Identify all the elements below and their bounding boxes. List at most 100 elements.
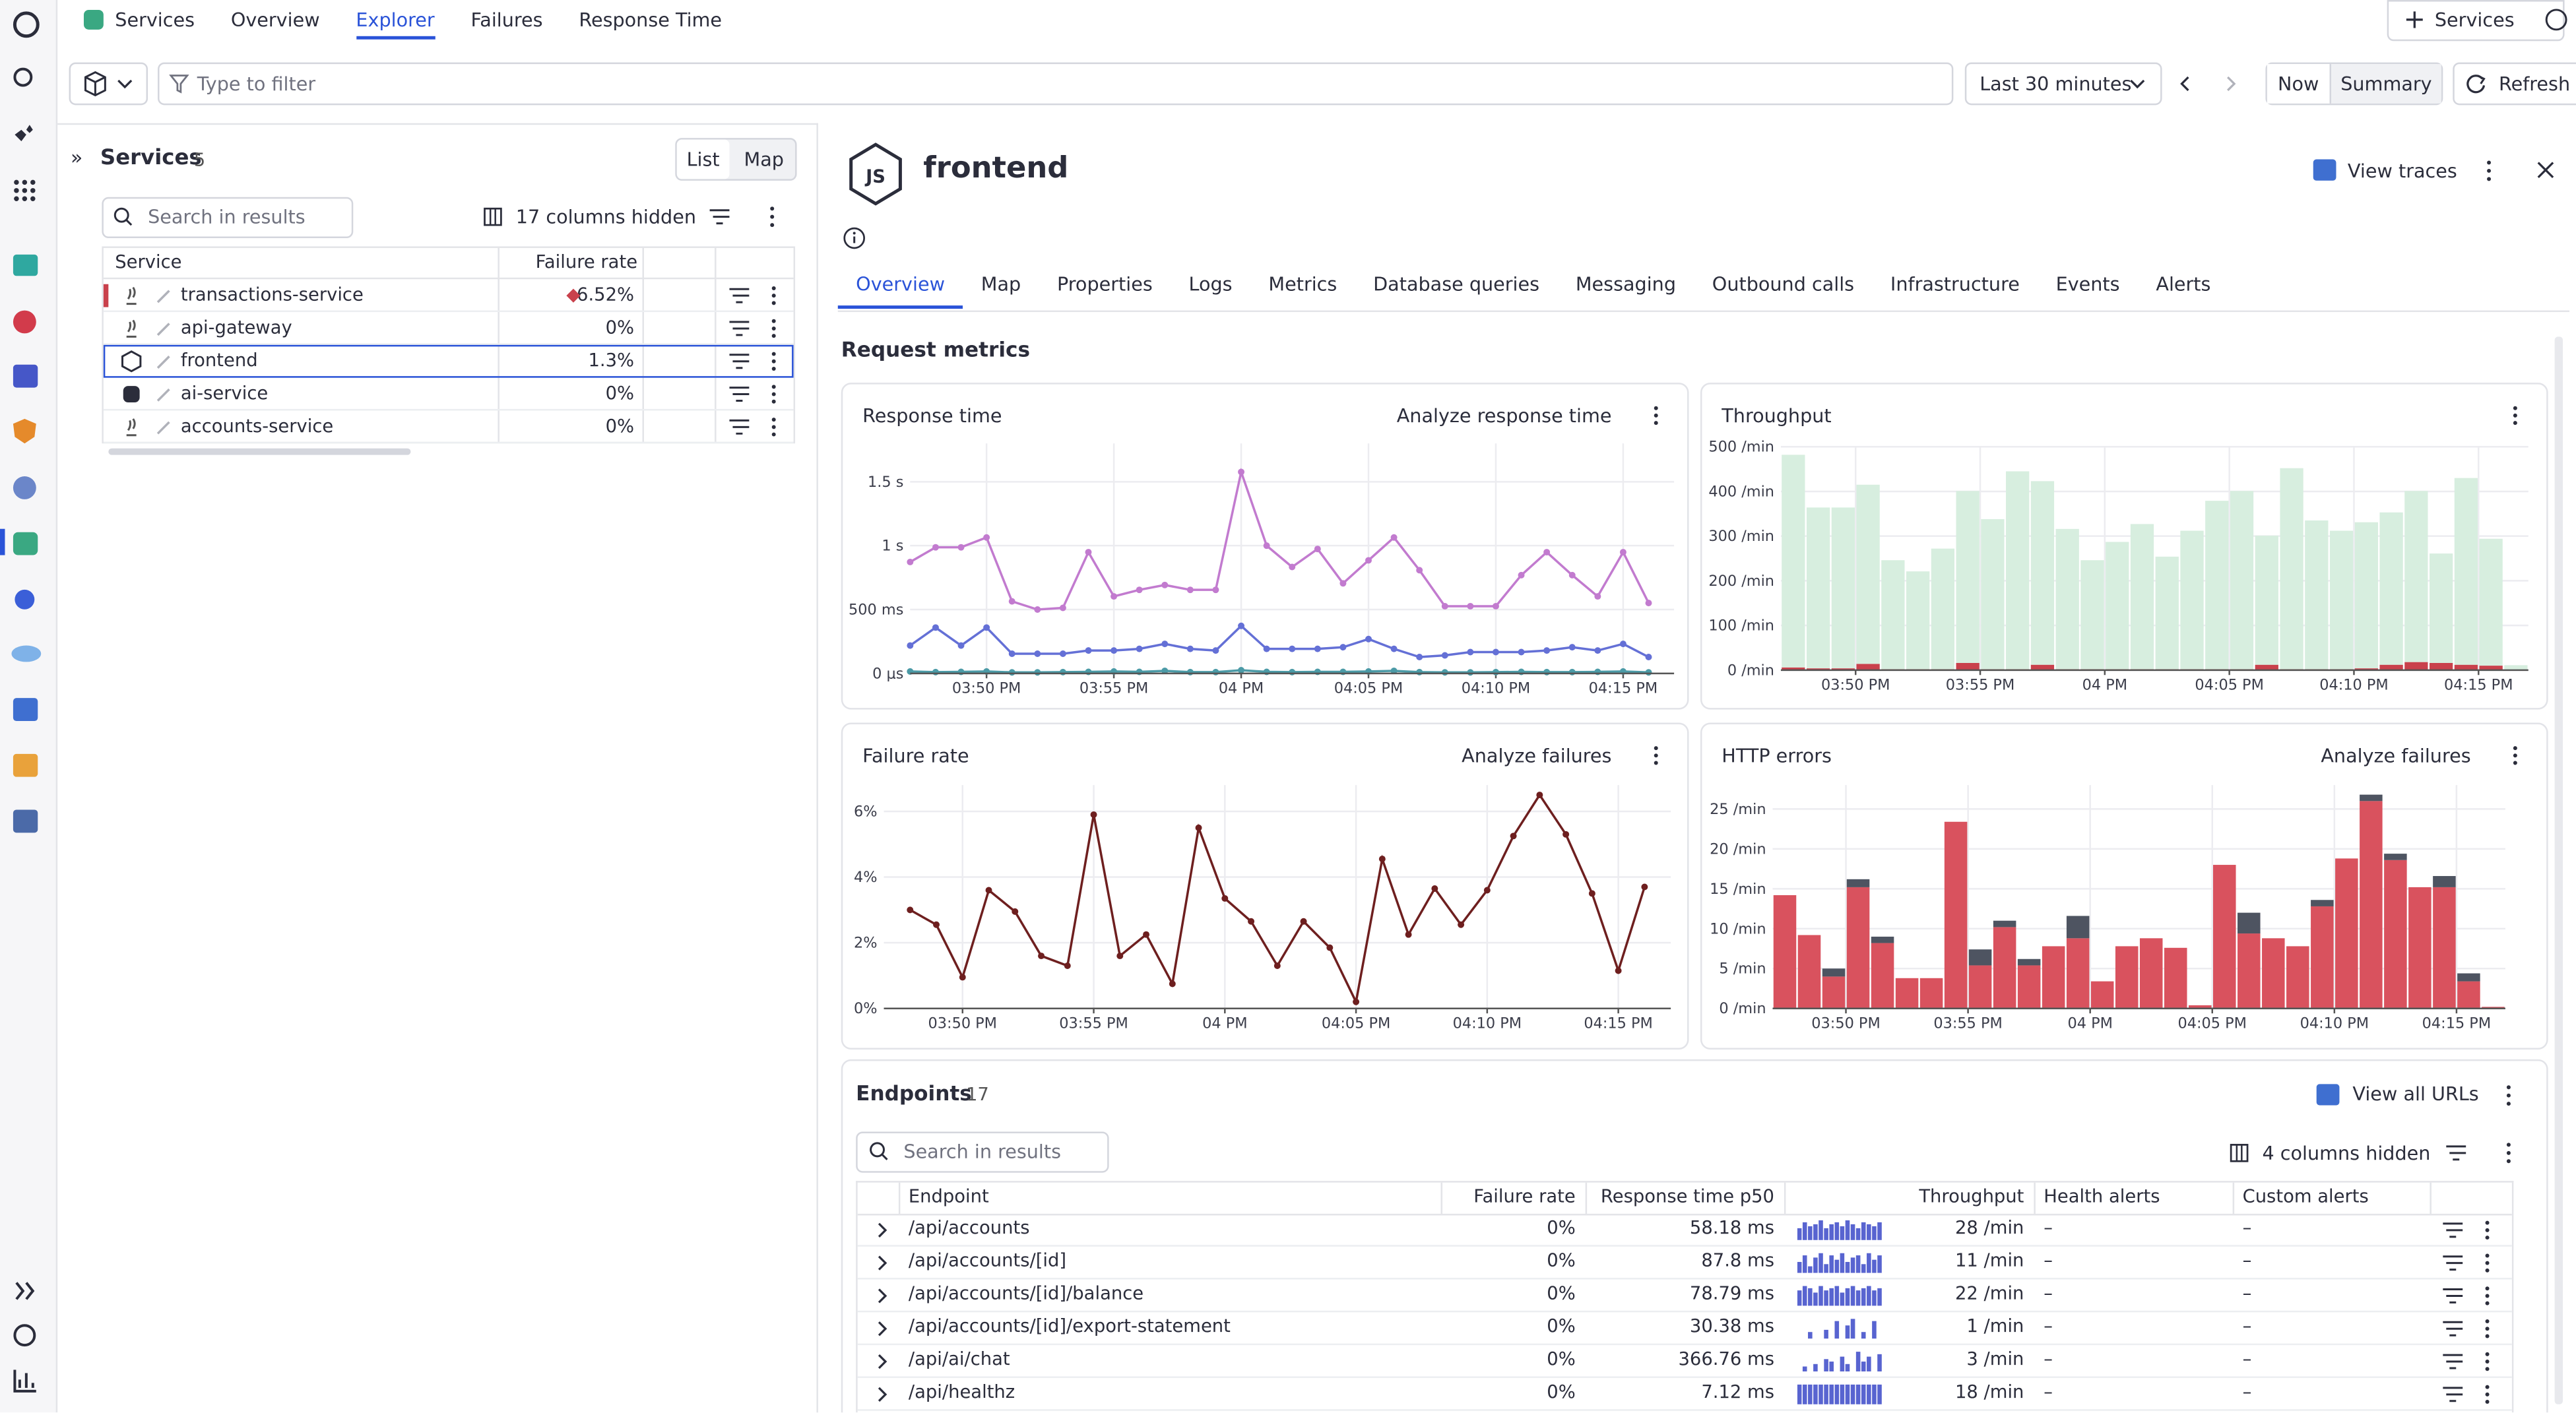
collapse-icon[interactable]: » (71, 146, 83, 170)
service-name[interactable]: ai-service (180, 383, 269, 404)
sparkline-bar (1813, 1364, 1818, 1371)
now-button[interactable]: Now (2267, 64, 2332, 104)
time-nav[interactable] (2166, 63, 2254, 106)
nav-tab[interactable]: Failures (470, 8, 543, 32)
detail-tab[interactable]: Infrastructure (1890, 272, 2020, 296)
chart-icon[interactable] (13, 1369, 36, 1393)
chart-action[interactable]: Analyze response time (1396, 404, 1612, 427)
endpoint-name[interactable]: /api/ai/chat (908, 1348, 1010, 1370)
service-name[interactable]: accounts-service (180, 415, 334, 437)
expand-icon[interactable] (15, 1282, 35, 1300)
nav-tab[interactable]: Response Time (579, 8, 723, 32)
app-icon[interactable] (15, 589, 35, 610)
apps-icon[interactable] (14, 179, 36, 202)
filter-input[interactable]: Type to filter (158, 62, 1954, 106)
service-row[interactable]: transactions-service 6.52% (103, 279, 794, 313)
view-traces-button[interactable]: View traces (2347, 159, 2457, 183)
sparkline-bar (1802, 1286, 1807, 1306)
sparkline-bar (1808, 1226, 1813, 1240)
table-actions[interactable] (2445, 1141, 2521, 1164)
info-icon[interactable] (843, 227, 866, 250)
detail-tab[interactable]: Logs (1188, 272, 1233, 296)
endpoint-name[interactable]: /api/accounts/[id]/balance (908, 1282, 1144, 1304)
endpoint-search[interactable]: Search in results (856, 1131, 1109, 1173)
entity-picker[interactable] (69, 62, 148, 106)
row-menu (771, 352, 776, 371)
service-row[interactable]: ai-service 0% (103, 378, 794, 411)
detail-tab[interactable]: Database queries (1373, 272, 1540, 296)
help-icon[interactable] (2545, 8, 2568, 31)
endpoint-name[interactable]: /api/accounts/[id] (908, 1249, 1067, 1272)
refresh-button[interactable]: Refresh (2453, 62, 2576, 106)
list-view-button[interactable]: List (676, 139, 730, 179)
add-services-button[interactable]: Services (2387, 0, 2565, 42)
endpoint-name[interactable]: /api/accounts/[id]/export-statement (908, 1315, 1231, 1337)
service-row[interactable]: frontend 1.3% (103, 344, 794, 378)
chart-action[interactable]: Analyze failures (1462, 743, 1612, 767)
detail-tab[interactable]: Properties (1057, 272, 1153, 296)
timeframe-select[interactable]: Last 30 minutes (1964, 62, 2162, 106)
service-name[interactable]: transactions-service (180, 284, 364, 306)
endpoint-row[interactable]: /api/ai/chat 0% 366.76 ms 3 /min – – (857, 1345, 2512, 1378)
app-icon[interactable] (13, 698, 38, 722)
scrollbar (108, 448, 411, 455)
nav-tab[interactable]: Overview (230, 8, 320, 32)
row-menu (2485, 1220, 2490, 1240)
endpoint-row[interactable]: /api/accounts 0% 58.18 ms 28 /min – – (857, 1214, 2512, 1247)
chart-action[interactable]: Analyze failures (2321, 743, 2471, 767)
service-row[interactable]: accounts-service 0% (103, 410, 794, 444)
endpoint-row[interactable]: /api/accounts/[id]/export-statement 0% 30.… (857, 1312, 2512, 1346)
columns-hidden[interactable]: 17 columns hidden (515, 205, 696, 229)
columns-icon (484, 207, 502, 226)
search-input[interactable]: Search in results (102, 197, 354, 239)
service-name[interactable]: api-gateway (180, 317, 292, 338)
map-view-button[interactable]: Map (744, 148, 784, 171)
detail-tab[interactable]: Metrics (1268, 272, 1337, 296)
endpoint-row[interactable]: /api/healthz 0% 7.12 ms 18 /min – – (857, 1378, 2512, 1411)
detail-tab[interactable]: Map (981, 272, 1021, 296)
app-icon[interactable] (11, 645, 42, 662)
nav-tab[interactable]: Services (115, 8, 195, 32)
view-all-urls-button[interactable]: View all URLs (2352, 1082, 2479, 1106)
service-row[interactable]: api-gateway 0% (103, 312, 794, 345)
app-icon[interactable] (13, 254, 38, 276)
table-actions[interactable] (708, 205, 784, 228)
detail-tab[interactable]: Messaging (1575, 272, 1677, 296)
endpoint-name[interactable]: /api/healthz (908, 1381, 1015, 1403)
summary-button[interactable]: Summary (2331, 64, 2441, 104)
detail-tabs: Overview Map Properties Logs Metrics Database… (837, 272, 2229, 309)
x-tick-label: 04:10 PM (1462, 680, 1530, 697)
detail-tab[interactable]: Outbound calls (1712, 272, 1855, 296)
app-icon[interactable] (13, 418, 36, 444)
service-name[interactable]: frontend (180, 350, 258, 371)
app-icon[interactable] (13, 310, 36, 334)
endpoint-row[interactable]: /api/accounts/[id] 0% 87.8 ms 11 /min – – (857, 1247, 2512, 1280)
app-icon[interactable] (13, 532, 38, 555)
header-actions[interactable] (2478, 158, 2560, 184)
endpoint-name[interactable]: /api/accounts (908, 1216, 1030, 1239)
data-point (1353, 998, 1360, 1005)
health-alerts: – (2044, 1282, 2053, 1304)
app-icon[interactable] (13, 809, 38, 833)
bar-segment (2066, 916, 2090, 939)
app-icon[interactable] (13, 753, 38, 777)
app-icon[interactable] (13, 364, 38, 388)
sparkline-bar (1872, 1226, 1877, 1240)
nav-tab[interactable]: Explorer (356, 8, 435, 40)
bar-segment (1871, 936, 1894, 943)
bar-segment (2205, 501, 2229, 670)
edit-icon (156, 290, 170, 303)
detail-tab[interactable]: Alerts (2156, 272, 2211, 296)
detail-tab[interactable]: Events (2055, 272, 2120, 296)
columns-hidden[interactable]: 4 columns hidden (2262, 1141, 2431, 1165)
ai-icon[interactable] (15, 125, 33, 142)
custom-alerts: – (2242, 1381, 2252, 1403)
app-icon[interactable] (13, 476, 36, 499)
more-icon[interactable] (2500, 1083, 2517, 1109)
help-icon[interactable] (13, 1324, 36, 1347)
endpoint-row[interactable]: /api/accounts/[id]/balance 0% 78.79 ms 22 /… (857, 1280, 2512, 1313)
bar-segment (1919, 978, 1943, 1009)
detail-tab[interactable]: Overview (837, 272, 963, 309)
search-icon[interactable] (13, 67, 33, 87)
data-point (1161, 581, 1169, 588)
